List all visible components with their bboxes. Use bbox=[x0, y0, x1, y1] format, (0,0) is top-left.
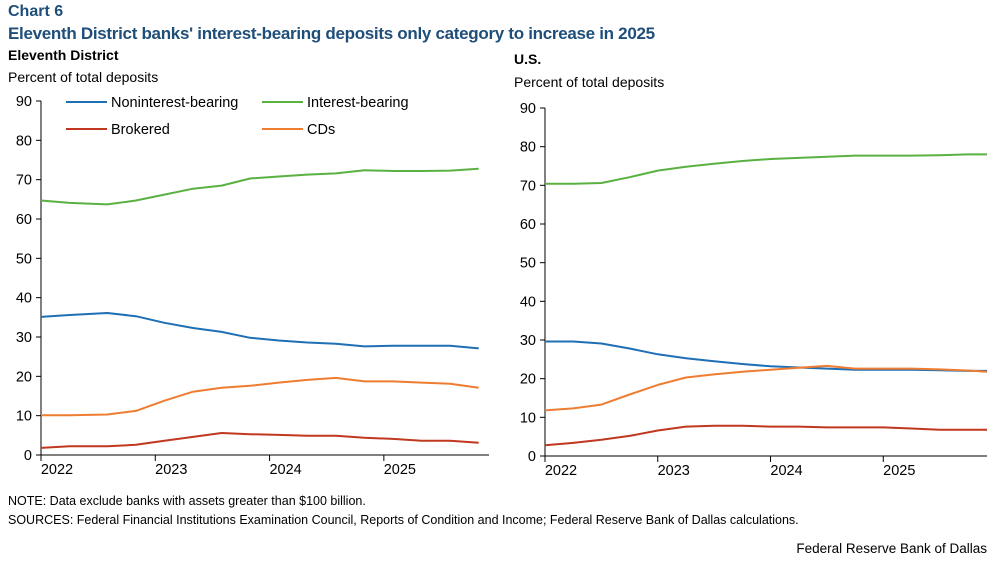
right-chart-plot: 0 10 20 30 40 50 60 70 80 90 2022 2023 2024 2025 bbox=[520, 101, 988, 479]
series-line-noninterest bbox=[545, 340, 987, 372]
y-tick-label: 50 bbox=[520, 256, 536, 272]
series-line-brokered bbox=[40, 432, 479, 449]
left-panel-title: Eleventh District bbox=[8, 47, 119, 63]
y-tick-label: 40 bbox=[520, 294, 536, 310]
x-tick-label: 2025 bbox=[883, 463, 915, 479]
y-tick-label: 90 bbox=[520, 101, 536, 117]
legend-label-interest: Interest-bearing bbox=[307, 95, 409, 111]
series-line-brokered bbox=[544, 424, 987, 447]
y-tick-label: 80 bbox=[520, 140, 536, 156]
right-panel-title: U.S. bbox=[514, 51, 542, 67]
y-tick-label: 10 bbox=[520, 410, 536, 426]
x-tick-label: 2023 bbox=[155, 462, 187, 478]
legend-label-brokered: Brokered bbox=[111, 122, 170, 138]
x-tick-label: 2024 bbox=[269, 462, 301, 478]
x-tick-label: 2025 bbox=[384, 462, 416, 478]
footer-sources: SOURCES: Federal Financial Institutions … bbox=[8, 513, 799, 527]
x-tick-label: 2024 bbox=[770, 463, 802, 479]
y-tick-label: 70 bbox=[16, 173, 32, 189]
series-line-cds bbox=[544, 364, 988, 412]
footer-credit: Federal Reserve Bank of Dallas bbox=[796, 541, 987, 556]
y-tick-label: 60 bbox=[520, 217, 536, 233]
chart-label: Chart 6 bbox=[8, 3, 64, 20]
y-tick-label: 80 bbox=[16, 133, 32, 149]
y-tick-label: 0 bbox=[528, 449, 536, 465]
y-tick-label: 50 bbox=[16, 251, 32, 267]
y-tick-label: 10 bbox=[16, 409, 32, 425]
y-tick-label: 90 bbox=[16, 94, 32, 110]
y-tick-label: 20 bbox=[520, 372, 536, 388]
y-tick-label: 0 bbox=[24, 448, 32, 464]
legend-label-cds: CDs bbox=[307, 122, 335, 138]
y-tick-label: 30 bbox=[520, 333, 536, 349]
footer-note: NOTE: Data exclude banks with assets gre… bbox=[8, 494, 366, 508]
legend-label-noninterest: Noninterest-bearing bbox=[111, 95, 238, 111]
x-tick-label: 2022 bbox=[41, 462, 73, 478]
series-line-interest bbox=[40, 167, 479, 206]
right-panel-ylabel: Percent of total deposits bbox=[514, 74, 665, 90]
x-tick-label: 2023 bbox=[658, 463, 690, 479]
y-tick-label: 30 bbox=[16, 330, 32, 346]
series-line-noninterest bbox=[40, 312, 479, 350]
y-tick-label: 40 bbox=[16, 291, 32, 307]
y-tick-label: 20 bbox=[16, 369, 32, 385]
x-tick-label: 2022 bbox=[545, 463, 577, 479]
left-panel-ylabel: Percent of total deposits bbox=[8, 69, 159, 85]
series-line-interest bbox=[545, 153, 987, 185]
left-chart-plot: 0 10 20 30 40 50 60 70 80 90 2022 2023 2024 2025 Nonin… bbox=[16, 94, 489, 478]
series-line-cds bbox=[41, 376, 479, 417]
y-tick-label: 60 bbox=[16, 212, 32, 228]
chart-title: Eleventh District banks' interest-bearin… bbox=[8, 24, 655, 43]
y-tick-label: 70 bbox=[520, 178, 536, 194]
